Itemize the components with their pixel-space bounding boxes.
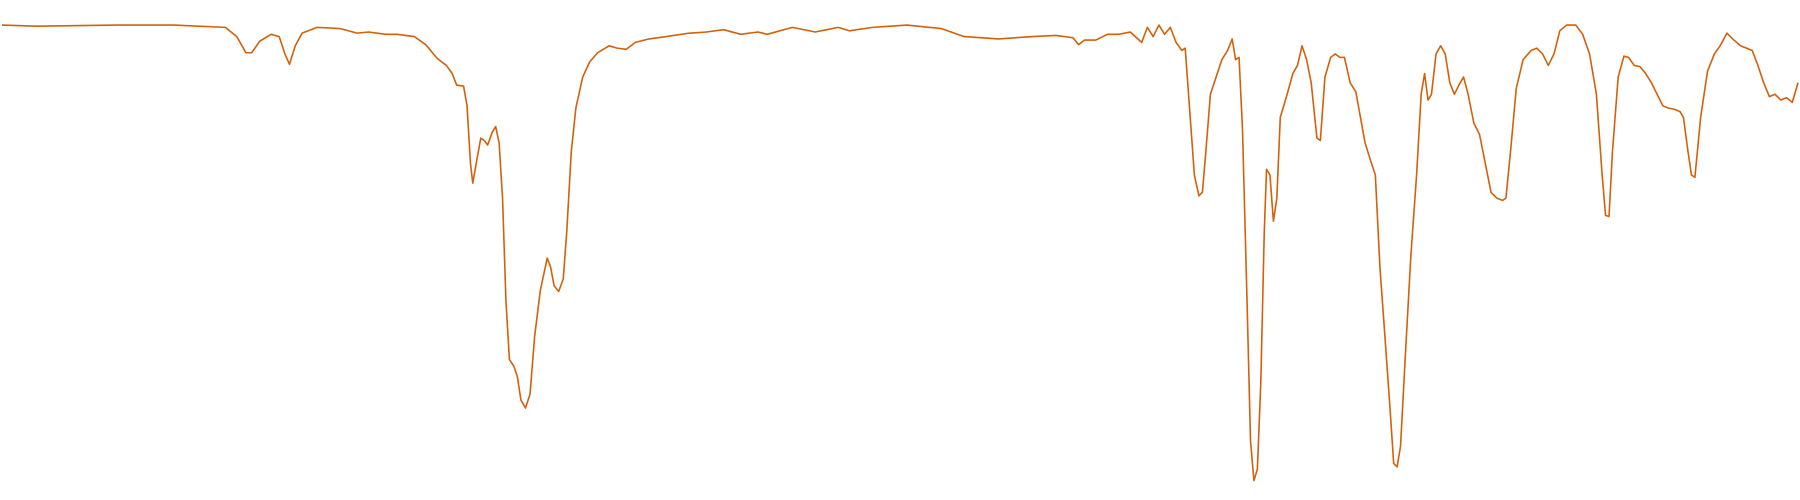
- spectrum-line: [1, 24, 1799, 482]
